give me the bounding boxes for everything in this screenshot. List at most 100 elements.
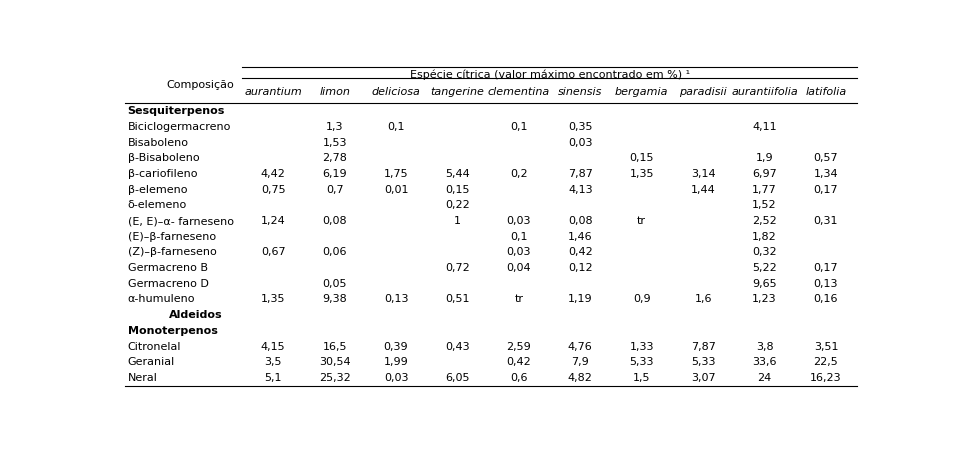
Text: 0,03: 0,03 xyxy=(383,373,408,383)
Text: 1,24: 1,24 xyxy=(261,216,286,226)
Text: 2,59: 2,59 xyxy=(507,342,532,352)
Text: 0,13: 0,13 xyxy=(814,279,838,289)
Text: 2,52: 2,52 xyxy=(752,216,777,226)
Text: 22,5: 22,5 xyxy=(814,357,838,367)
Text: 6,19: 6,19 xyxy=(322,169,347,179)
Text: 7,87: 7,87 xyxy=(690,342,716,352)
Text: tr: tr xyxy=(638,216,646,226)
Text: 0,08: 0,08 xyxy=(568,216,593,226)
Text: 0,1: 0,1 xyxy=(511,122,528,132)
Text: 0,72: 0,72 xyxy=(445,263,469,273)
Text: 5,22: 5,22 xyxy=(752,263,777,273)
Text: 16,5: 16,5 xyxy=(322,342,347,352)
Text: 0,12: 0,12 xyxy=(568,263,593,273)
Text: 1,23: 1,23 xyxy=(752,295,777,305)
Text: 6,97: 6,97 xyxy=(752,169,777,179)
Text: 1,34: 1,34 xyxy=(814,169,838,179)
Text: Germacreno B: Germacreno B xyxy=(128,263,207,273)
Text: 25,32: 25,32 xyxy=(318,373,351,383)
Text: 0,03: 0,03 xyxy=(507,216,532,226)
Text: 3,07: 3,07 xyxy=(691,373,715,383)
Text: 0,05: 0,05 xyxy=(322,279,347,289)
Text: Composição: Composição xyxy=(166,80,234,90)
Text: 0,75: 0,75 xyxy=(261,185,286,195)
Text: 1,19: 1,19 xyxy=(568,295,593,305)
Text: 1,33: 1,33 xyxy=(629,342,654,352)
Text: 1,75: 1,75 xyxy=(383,169,408,179)
Text: 7,87: 7,87 xyxy=(568,169,593,179)
Text: 0,03: 0,03 xyxy=(507,247,532,258)
Text: latifolia: latifolia xyxy=(805,87,847,97)
Text: clementina: clementina xyxy=(488,87,550,97)
Text: Sesquiterpenos: Sesquiterpenos xyxy=(128,106,225,116)
Text: 4,82: 4,82 xyxy=(568,373,593,383)
Text: 1,52: 1,52 xyxy=(752,200,777,211)
Text: 9,65: 9,65 xyxy=(752,279,777,289)
Text: 0,35: 0,35 xyxy=(568,122,593,132)
Text: 0,17: 0,17 xyxy=(814,263,838,273)
Text: 0,06: 0,06 xyxy=(322,247,347,258)
Text: aurantiifolia: aurantiifolia xyxy=(731,87,798,97)
Text: Aldeidos: Aldeidos xyxy=(169,310,223,320)
Text: 0,6: 0,6 xyxy=(511,373,528,383)
Text: 0,42: 0,42 xyxy=(568,247,593,258)
Text: 4,76: 4,76 xyxy=(568,342,593,352)
Text: 2,78: 2,78 xyxy=(322,153,347,164)
Text: Neral: Neral xyxy=(128,373,158,383)
Text: 4,13: 4,13 xyxy=(568,185,593,195)
Text: 5,44: 5,44 xyxy=(445,169,469,179)
Text: 1,77: 1,77 xyxy=(752,185,777,195)
Text: 1,46: 1,46 xyxy=(568,232,593,242)
Text: Bisaboleno: Bisaboleno xyxy=(128,138,188,148)
Text: 0,1: 0,1 xyxy=(387,122,404,132)
Text: 1,82: 1,82 xyxy=(752,232,777,242)
Text: 0,43: 0,43 xyxy=(445,342,469,352)
Text: (Z)–β-farneseno: (Z)–β-farneseno xyxy=(128,247,216,258)
Text: Biciclogermacreno: Biciclogermacreno xyxy=(128,122,231,132)
Text: 0,42: 0,42 xyxy=(507,357,532,367)
Text: bergamia: bergamia xyxy=(615,87,668,97)
Text: (E)–β-farneseno: (E)–β-farneseno xyxy=(128,232,216,242)
Text: 5,1: 5,1 xyxy=(265,373,282,383)
Text: 6,05: 6,05 xyxy=(445,373,469,383)
Text: 0,2: 0,2 xyxy=(511,169,528,179)
Text: 0,15: 0,15 xyxy=(445,185,469,195)
Text: paradisii: paradisii xyxy=(680,87,727,97)
Text: tr: tr xyxy=(514,295,523,305)
Text: 3,14: 3,14 xyxy=(691,169,715,179)
Text: deliciosa: deliciosa xyxy=(372,87,421,97)
Text: 1,5: 1,5 xyxy=(633,373,650,383)
Text: 1,3: 1,3 xyxy=(326,122,343,132)
Text: 0,67: 0,67 xyxy=(261,247,286,258)
Text: 3,5: 3,5 xyxy=(265,357,282,367)
Text: 0,22: 0,22 xyxy=(445,200,469,211)
Text: 1,35: 1,35 xyxy=(629,169,654,179)
Text: 0,08: 0,08 xyxy=(322,216,347,226)
Text: 5,33: 5,33 xyxy=(629,357,654,367)
Text: 3,8: 3,8 xyxy=(756,342,773,352)
Text: β-cariofileno: β-cariofileno xyxy=(128,169,197,179)
Text: Germacreno D: Germacreno D xyxy=(128,279,208,289)
Text: 1,6: 1,6 xyxy=(694,295,712,305)
Text: Monoterpenos: Monoterpenos xyxy=(128,326,218,336)
Text: 5,33: 5,33 xyxy=(691,357,715,367)
Text: 0,15: 0,15 xyxy=(629,153,654,164)
Text: Citronelal: Citronelal xyxy=(128,342,181,352)
Text: 0,04: 0,04 xyxy=(507,263,532,273)
Text: 0,32: 0,32 xyxy=(752,247,777,258)
Text: Geranial: Geranial xyxy=(128,357,175,367)
Text: 24: 24 xyxy=(757,373,771,383)
Text: 1: 1 xyxy=(454,216,461,226)
Text: Espécie cítrica (valor máximo encontrado em %) ¹: Espécie cítrica (valor máximo encontrado… xyxy=(409,69,689,79)
Text: 0,31: 0,31 xyxy=(814,216,838,226)
Text: 1,9: 1,9 xyxy=(756,153,773,164)
Text: 33,6: 33,6 xyxy=(752,357,777,367)
Text: 16,23: 16,23 xyxy=(810,373,842,383)
Text: 0,1: 0,1 xyxy=(511,232,528,242)
Text: δ-elemeno: δ-elemeno xyxy=(128,200,187,211)
Text: tangerine: tangerine xyxy=(430,87,485,97)
Text: 4,11: 4,11 xyxy=(752,122,777,132)
Text: β-Bisaboleno: β-Bisaboleno xyxy=(128,153,199,164)
Text: 1,44: 1,44 xyxy=(691,185,715,195)
Text: α-humuleno: α-humuleno xyxy=(128,295,195,305)
